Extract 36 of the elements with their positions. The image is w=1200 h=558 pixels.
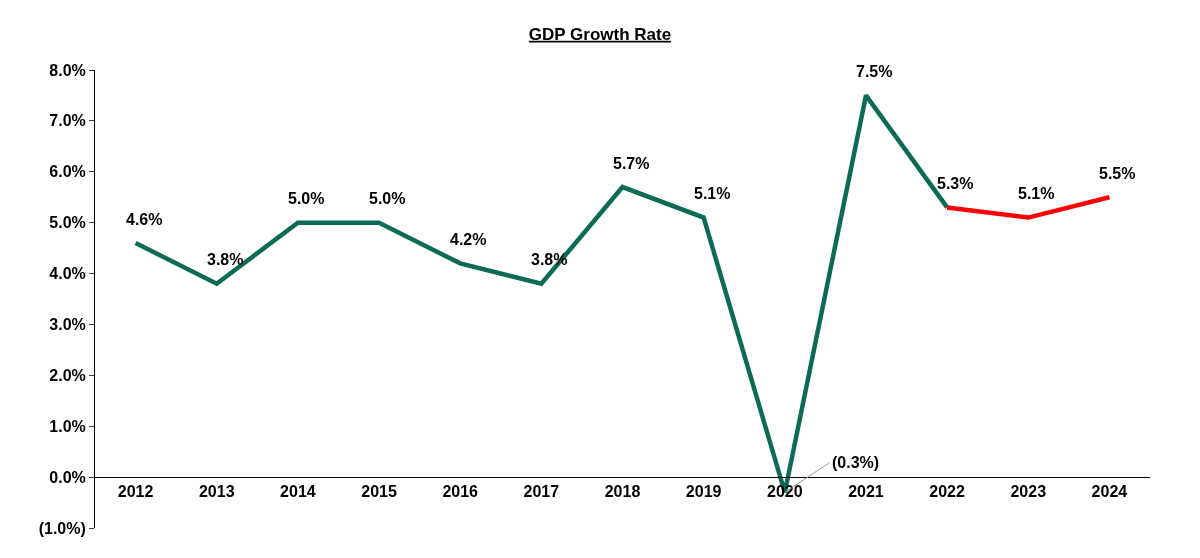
y-tick-label: 0.0% [49,468,86,486]
data-label: 5.7% [613,155,650,172]
x-tick-label: 2014 [280,483,316,501]
data-label: 5.5% [1099,165,1136,182]
x-tick-label: 2023 [1010,483,1047,501]
x-tick-label: 2020 [767,483,803,501]
y-tick-label: 2.0% [49,366,86,384]
x-tick-label: 2012 [117,483,154,501]
x-tick-label: 2022 [929,483,966,501]
data-label: 3.8% [207,251,244,268]
x-tick-label: 2015 [361,483,397,501]
data-label: 5.1% [1018,185,1055,202]
data-label: 4.6% [126,211,163,228]
x-tick-label: 2013 [198,483,235,501]
data-label: 5.0% [288,190,325,207]
y-tick-label: 3.0% [49,316,86,334]
y-tick-label: 8.0% [49,61,86,79]
data-label: (0.3%) [832,454,880,471]
y-tick-label: 6.0% [49,163,86,181]
y-tick-label: 5.0% [49,214,86,232]
y-tick-label: 4.0% [49,265,86,283]
data-label: 4.2% [450,231,487,248]
x-tick-label: 2019 [685,483,722,501]
data-label: 7.5% [856,63,893,80]
y-tick-label: 1.0% [49,417,86,435]
x-tick-label: 2016 [442,483,479,501]
y-tick-label: 7.0% [49,112,86,130]
x-tick-label: 2024 [1091,483,1128,501]
data-label: 5.1% [694,185,731,202]
x-tick-label: 2021 [848,483,884,501]
chart-title: GDP Growth Rate [528,24,672,44]
x-tick-label: 2018 [604,483,641,501]
y-tick-label: (1.0%) [38,519,86,537]
data-label: 5.3% [937,175,974,192]
x-tick-label: 2017 [523,483,560,501]
data-label: 5.0% [369,190,406,207]
